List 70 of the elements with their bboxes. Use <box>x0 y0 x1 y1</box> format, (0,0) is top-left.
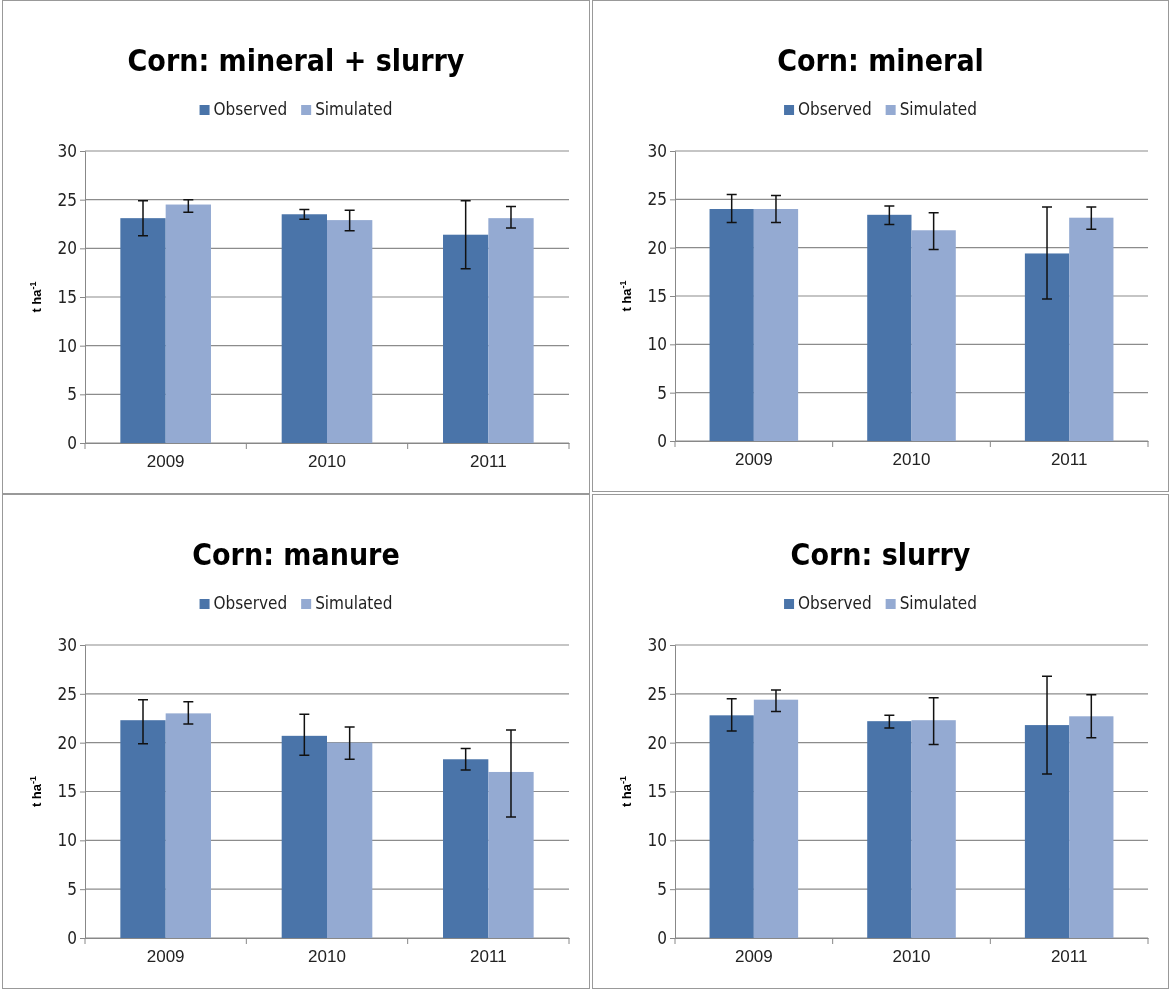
y-tick-label: 10 <box>57 830 77 851</box>
y-tick-label: 15 <box>647 285 667 306</box>
y-tick-label: 5 <box>67 384 77 405</box>
bar <box>443 234 489 443</box>
bar <box>165 713 211 938</box>
bar <box>327 220 373 443</box>
x-tick-label: 2009 <box>734 450 773 470</box>
x-tick-label: 2009 <box>146 947 185 967</box>
y-tick-label: 0 <box>67 432 77 453</box>
bar <box>867 214 912 441</box>
bar <box>120 218 166 443</box>
y-tick-label: 15 <box>57 286 77 307</box>
legend-label: Observed <box>798 99 872 119</box>
y-tick-label: 5 <box>657 879 667 900</box>
bar <box>488 771 534 938</box>
y-tick-label: 5 <box>657 382 667 403</box>
y-tick-label: 10 <box>647 830 667 851</box>
bar <box>1069 217 1114 441</box>
legend-label: Observed <box>798 593 872 613</box>
x-tick-label: 2009 <box>146 452 185 472</box>
legend-label: Simulated <box>315 593 393 613</box>
x-tick-label: 2010 <box>308 947 346 967</box>
legend-label: Simulated <box>899 99 977 119</box>
legend-label: Simulated <box>899 593 977 613</box>
y-tick-label: 0 <box>657 927 667 948</box>
y-tick-label: 30 <box>647 140 667 161</box>
chart-title: Corn: slurry <box>790 537 971 572</box>
legend-label: Observed <box>213 593 288 613</box>
bar <box>165 204 211 443</box>
y-tick-label: 25 <box>647 189 667 210</box>
x-tick-label: 2010 <box>308 452 346 472</box>
y-tick-label: 20 <box>57 732 77 753</box>
y-tick-label: 30 <box>57 634 77 655</box>
x-tick-label: 2009 <box>734 947 773 967</box>
y-tick-label: 25 <box>647 683 667 704</box>
y-tick-label: 15 <box>57 781 77 802</box>
x-tick-label: 2011 <box>470 452 507 472</box>
bar <box>488 218 534 443</box>
y-tick-label: 5 <box>67 879 77 900</box>
y-tick-label: 25 <box>57 189 77 210</box>
x-tick-label: 2011 <box>1050 450 1088 470</box>
y-tick-label: 20 <box>57 238 77 259</box>
bar <box>443 759 489 938</box>
y-tick-label: 20 <box>647 732 667 753</box>
y-tick-label: 30 <box>57 140 77 161</box>
bar <box>327 742 373 938</box>
y-tick-label: 0 <box>657 430 667 451</box>
bar <box>911 230 956 441</box>
chart-title: Corn: manure <box>192 537 400 572</box>
y-tick-label: 10 <box>57 335 77 356</box>
chart-title: Corn: mineral + slurry <box>127 43 465 78</box>
x-tick-label: 2011 <box>470 947 507 967</box>
y-tick-label: 15 <box>647 781 667 802</box>
y-tick-label: 20 <box>647 237 667 258</box>
legend-label: Observed <box>213 99 288 119</box>
y-tick-label: 25 <box>57 683 77 704</box>
legend-label: Simulated <box>315 99 393 119</box>
x-tick-label: 2011 <box>1050 947 1088 967</box>
bar <box>281 214 327 443</box>
x-tick-label: 2010 <box>892 947 931 967</box>
y-tick-label: 30 <box>647 634 667 655</box>
bar <box>709 209 754 441</box>
y-tick-label: 0 <box>67 927 77 948</box>
bar <box>1024 253 1070 441</box>
bar <box>753 209 799 441</box>
bar <box>281 735 327 938</box>
bar <box>120 720 166 938</box>
y-tick-label: 10 <box>647 334 667 355</box>
x-tick-label: 2010 <box>892 450 931 470</box>
chart-title: Corn: mineral <box>777 43 984 78</box>
